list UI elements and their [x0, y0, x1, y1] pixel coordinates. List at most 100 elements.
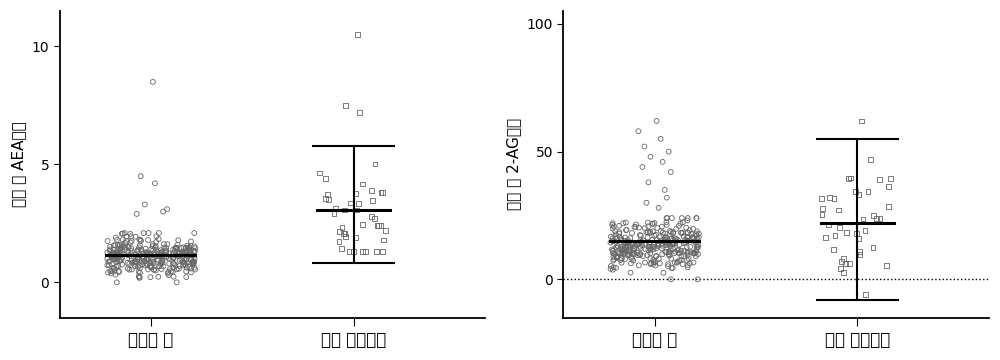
Point	[165, 255, 181, 261]
Point	[671, 247, 687, 252]
Point	[640, 229, 656, 235]
Point	[614, 244, 630, 249]
Point	[659, 242, 675, 248]
Point	[343, 200, 359, 206]
Point	[100, 270, 116, 275]
Point	[680, 215, 696, 221]
Point	[181, 264, 197, 270]
Point	[643, 260, 659, 266]
Point	[102, 247, 118, 252]
Point	[633, 245, 649, 251]
Point	[369, 249, 385, 255]
Point	[102, 269, 118, 274]
Point	[831, 225, 847, 231]
Point	[684, 234, 700, 240]
Point	[112, 242, 128, 248]
Point	[655, 243, 671, 249]
Point	[121, 244, 137, 250]
Point	[175, 258, 191, 264]
Point	[146, 260, 162, 266]
Point	[165, 251, 181, 257]
Point	[174, 251, 190, 257]
Point	[680, 262, 696, 268]
Point	[364, 188, 380, 193]
Point	[179, 265, 195, 271]
Point	[148, 243, 164, 249]
Point	[124, 238, 140, 244]
Point	[685, 235, 701, 241]
Point	[106, 243, 122, 248]
Point	[668, 226, 684, 232]
Point	[689, 233, 705, 239]
Point	[878, 263, 894, 269]
Point	[373, 190, 389, 195]
Point	[126, 254, 142, 260]
Point	[369, 223, 385, 229]
Point	[679, 250, 695, 256]
Point	[155, 260, 171, 266]
Point	[160, 271, 176, 276]
Point	[326, 211, 342, 217]
Point	[139, 250, 155, 256]
Point	[633, 239, 649, 244]
Point	[327, 206, 343, 212]
Point	[170, 237, 186, 243]
Point	[121, 261, 137, 267]
Point	[646, 261, 662, 267]
Point	[140, 266, 156, 272]
Point	[183, 251, 199, 256]
Point	[606, 224, 622, 229]
Point	[813, 196, 829, 202]
Point	[663, 169, 679, 175]
Point	[166, 261, 182, 267]
Point	[827, 233, 843, 239]
Point	[161, 256, 177, 261]
Point	[679, 230, 695, 235]
Point	[173, 257, 189, 263]
Point	[175, 262, 191, 268]
Point	[143, 246, 159, 252]
Point	[179, 243, 195, 249]
Point	[154, 251, 170, 256]
Point	[348, 235, 364, 241]
Point	[378, 228, 394, 234]
Point	[612, 257, 628, 263]
Point	[610, 250, 626, 256]
Point	[688, 249, 704, 255]
Point	[642, 230, 658, 236]
Point	[683, 249, 699, 255]
Point	[109, 249, 125, 255]
Point	[676, 240, 692, 246]
Point	[605, 235, 621, 241]
Point	[624, 251, 640, 256]
Point	[99, 250, 115, 256]
Point	[131, 269, 147, 274]
Point	[690, 244, 706, 250]
Point	[171, 251, 187, 256]
Point	[155, 264, 171, 269]
Point	[151, 230, 167, 236]
Point	[631, 241, 647, 247]
Point	[132, 265, 148, 271]
Point	[169, 279, 185, 285]
Point	[628, 222, 644, 228]
Point	[603, 266, 619, 272]
Point	[623, 255, 639, 261]
Point	[636, 144, 652, 149]
Point	[682, 244, 698, 249]
Point	[169, 245, 185, 251]
Point	[123, 251, 139, 257]
Point	[673, 257, 689, 263]
Point	[186, 258, 202, 264]
Point	[105, 252, 121, 258]
Point	[688, 242, 704, 248]
Point	[110, 252, 126, 258]
Point	[605, 238, 621, 244]
Point	[608, 244, 624, 250]
Point	[673, 248, 689, 254]
Point	[113, 247, 129, 252]
Point	[654, 240, 670, 246]
Point	[666, 251, 682, 256]
Point	[648, 246, 664, 251]
Point	[142, 252, 158, 257]
